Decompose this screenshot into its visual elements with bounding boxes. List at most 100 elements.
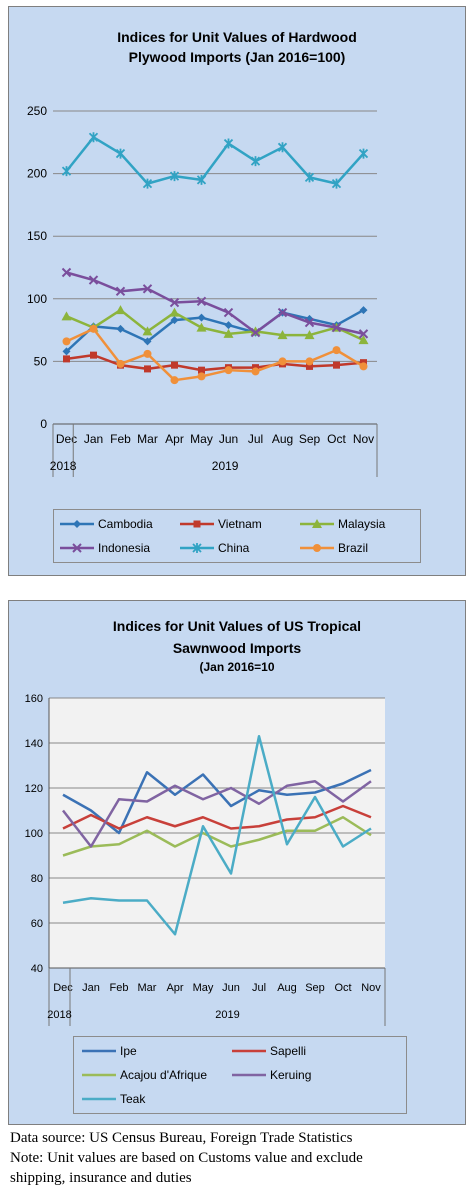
x-tick-label: Oct [334,982,351,994]
data-point [170,376,179,385]
data-point [304,330,315,340]
x-tick-label: Jan [84,432,103,446]
plywood-line-chart: 0 50 100 150 200 250 Dec Jan Feb Mar Apr May Jun Jul A… [27,104,378,477]
data-point [61,311,72,321]
data-point [333,361,340,369]
series-line [62,780,372,848]
legend-swatch [300,519,334,528]
x-tick-label: Jul [252,982,266,994]
data-point [169,297,180,308]
data-point [224,321,233,330]
data-point [89,324,98,333]
series-line [65,308,365,353]
data-point [305,357,314,366]
y-tick-label: 200 [27,167,47,181]
data-point [358,329,369,339]
x-tick-label: Jun [222,982,240,994]
series-line [62,816,372,857]
legend-swatch [300,544,334,552]
footnote-note-cont: shipping, insurance and duties [10,1170,192,1186]
y-tick-label: 250 [27,104,47,118]
data-point [306,362,313,370]
x-tick-label: Apr [166,982,183,994]
sawnwood-chart-panel: Indices for Unit Values of US Tropical S… [8,600,466,1125]
data-point [359,306,368,315]
legend-item: Vietnam [180,516,262,532]
data-point [116,359,125,368]
data-point [197,313,206,322]
data-point [251,367,260,376]
data-point [170,316,179,325]
chart-title: Indices for Unit Values of US Tropical S… [9,615,465,675]
data-point [169,307,180,317]
chart-title-line-1: Indices for Unit Values of US Tropical [112,618,362,634]
x-tick-label: Jul [248,432,263,446]
series-line [62,768,372,835]
legend-label: Keruing [270,1068,312,1082]
x-tick-label: Jun [219,432,238,446]
chart-title-line-2: Plywood Imports (Jan 2016=100) [128,49,346,65]
x-tick-label: Jan [82,982,100,994]
data-point [143,349,152,358]
legend-item: China [180,540,249,556]
legend-swatch [60,543,94,553]
series-indonesia [61,267,369,339]
data-point [116,324,125,333]
legend-swatch [180,543,214,553]
data-point [198,366,205,374]
x-tick-label: Dec [56,432,77,446]
legend-item: Cambodia [60,516,153,532]
data-point [331,178,342,189]
legend-label: Ipe [120,1044,137,1058]
y-tick-label: 40 [31,963,43,975]
series-vietnam [63,351,367,374]
legend-swatch [232,1049,266,1053]
y-tick-label: 100 [27,292,47,306]
legend-marker [192,543,202,553]
series-line [65,136,365,185]
data-point [224,366,233,375]
chart-title-line-2: Sawnwood Imports [172,640,302,656]
y-tick-label: 150 [27,229,47,243]
chart-legend: Ipe Sapelli Acajou d'Afrique Keruing Teak [73,1036,407,1114]
legend-label: Malaysia [338,517,386,531]
series-line [66,271,364,336]
data-point [197,372,206,381]
legend-label: Sapelli [270,1044,307,1058]
series-line [66,353,364,372]
x-tick-label: Feb [110,432,131,446]
data-point [115,286,126,296]
legend-label: Brazil [338,541,369,555]
series-ipe [62,768,372,835]
x-tick-label: Mar [138,982,157,994]
series-acajou-d-afrique [62,816,372,857]
x-tick-label: Sep [299,432,321,446]
data-point [144,365,151,373]
x-tick-label: Feb [110,982,129,994]
data-point [250,156,261,167]
series-line [62,804,372,830]
year-label: 2019 [212,459,239,473]
y-tick-label: 60 [31,918,43,930]
x-tick-label: Nov [353,432,374,446]
legend-label: China [218,541,250,555]
legend-label: Teak [120,1092,146,1106]
legend-swatch [82,1073,116,1077]
legend-swatch [82,1097,116,1101]
data-point [250,326,261,336]
legend-item: Keruing [232,1067,311,1083]
data-point [142,178,153,189]
data-point [277,142,288,153]
legend-item: Malaysia [300,516,385,532]
legend-item: Acajou d'Afrique [82,1067,207,1083]
data-point [115,148,126,159]
x-tick-label: Dec [53,982,73,994]
data-point [90,351,97,359]
chart-title-line-1: Indices for Unit Values of Hardwood [117,29,357,45]
y-tick-label: 0 [40,417,47,431]
series-sapelli [62,804,372,830]
data-point [196,322,207,332]
chart-legend: Cambodia Vietnam Malaysia Indonesia China Bra… [53,509,421,563]
legend-label: Indonesia [98,541,151,555]
legend-label: Acajou d'Afrique [120,1068,208,1082]
